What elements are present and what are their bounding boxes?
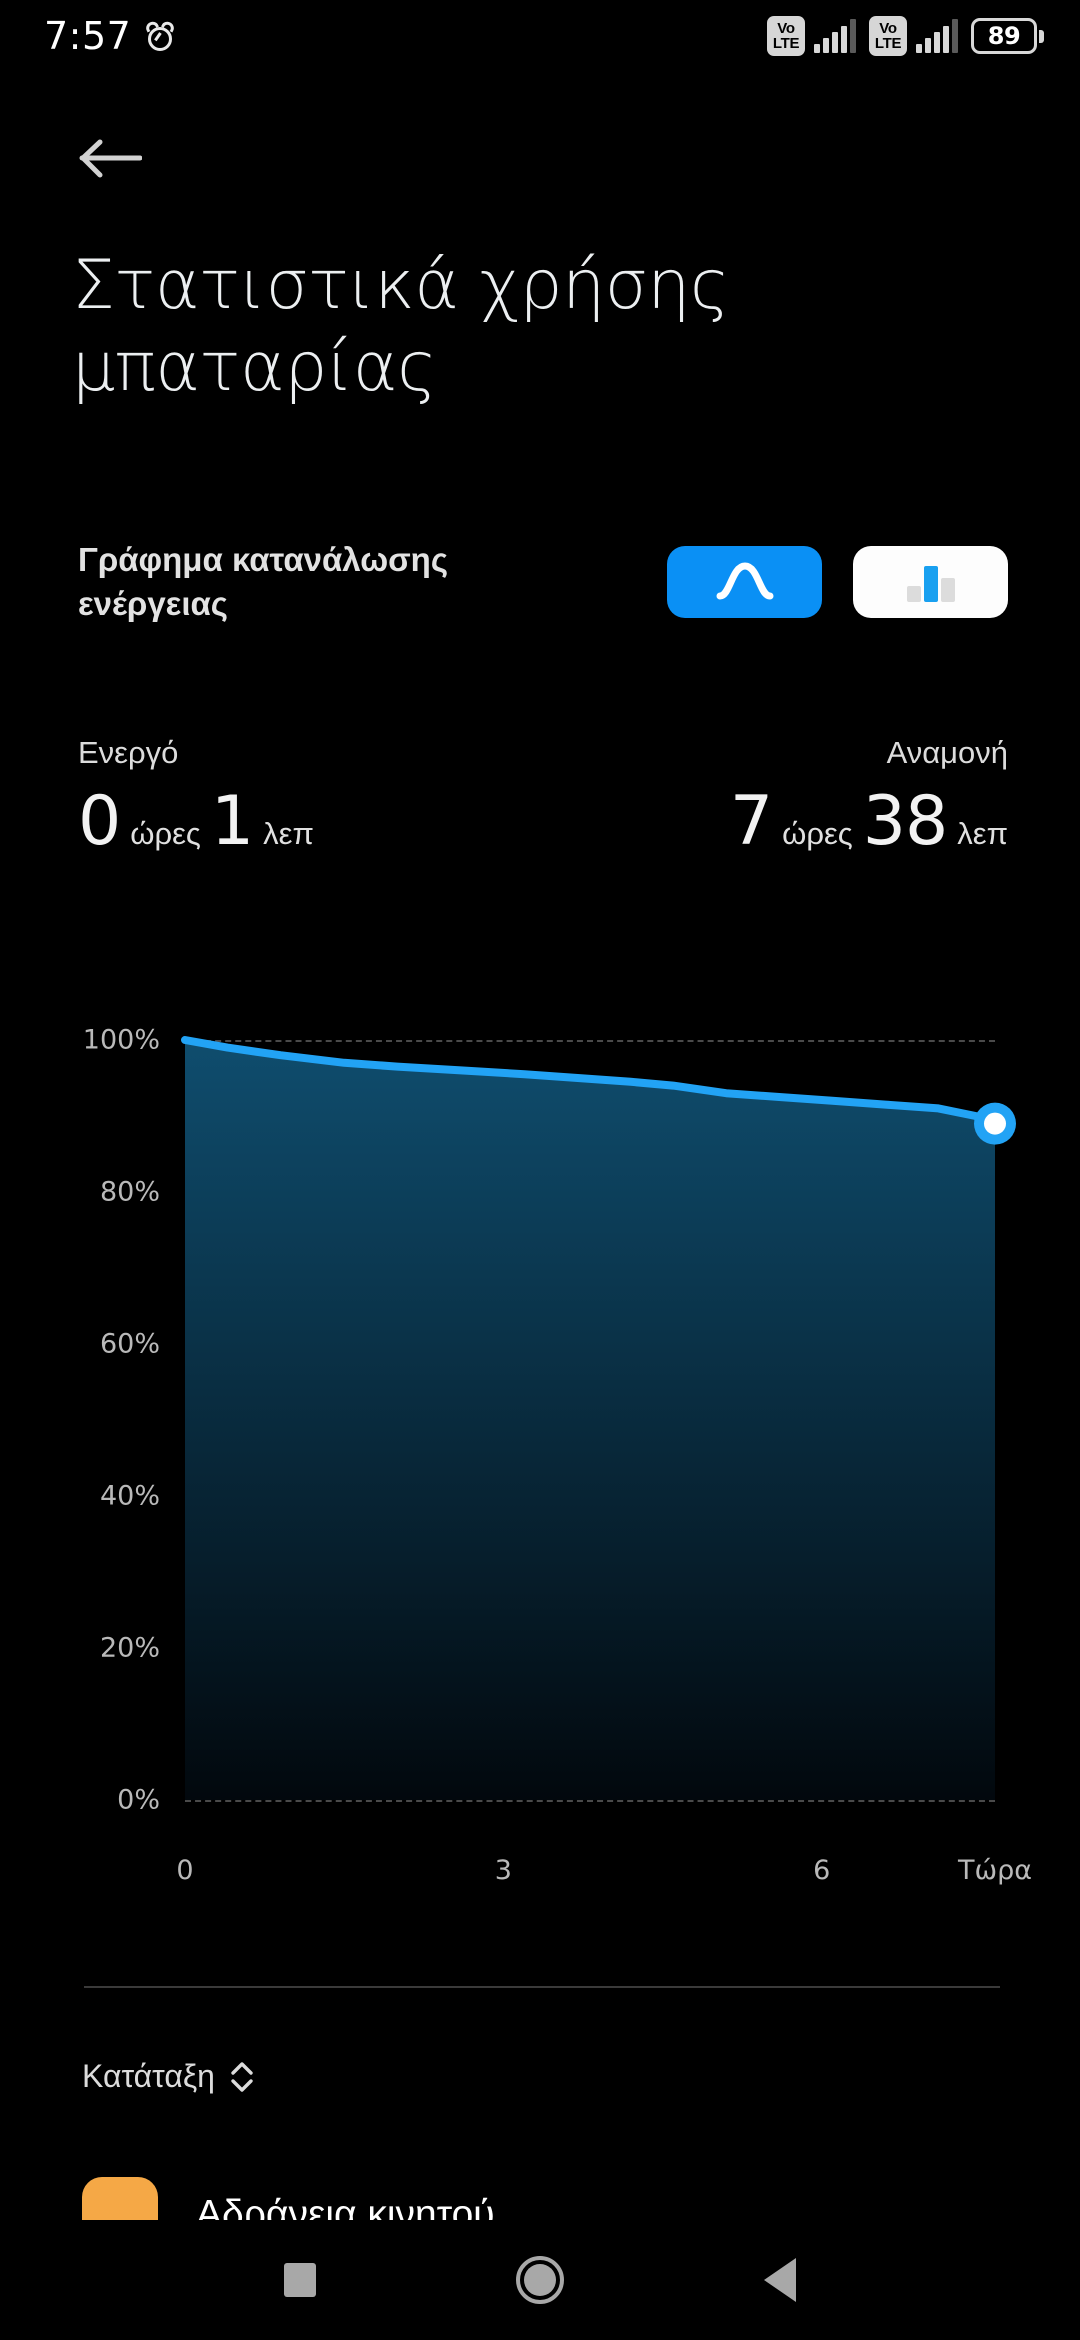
volte-label-bottom: LTE [772,35,800,52]
active-usage-value: 0 ώρες 1 λεπ [78,787,314,857]
battery-level-label: 89 [987,22,1021,50]
standby-hours-unit: ώρες [782,816,853,851]
chart-gridline [185,1496,995,1498]
bar-chart-toggle[interactable] [853,546,1008,618]
back-nav-button[interactable] [720,2220,840,2340]
chart-x-tick-label: 0 [176,1855,194,1886]
status-bar-clock: 7:57 [44,14,132,58]
active-hours-unit: ώρες [130,816,201,851]
signal-bars-icon-sim2 [916,19,958,53]
battery-icon: 89 [971,18,1044,54]
section-divider [84,1986,1000,1988]
active-usage-stat: Ενεργό 0 ώρες 1 λεπ [78,735,314,857]
chart-area-fill [185,1040,995,1800]
home-button[interactable] [480,2220,600,2340]
sort-label: Κατάταξη [82,2058,215,2094]
chart-gridline [185,1800,995,1802]
volte-icon-sim2: Vo LTE [869,16,907,56]
line-chart-toggle[interactable] [667,546,822,618]
standby-usage-stat: Αναμονή 7 ώρες 38 λεπ [730,735,1008,857]
alarm-icon [144,19,177,51]
volte-label-bottom: LTE [874,35,902,52]
chart-type-toggle-group [667,546,1008,618]
sort-control[interactable]: Κατάταξη [82,2058,255,2095]
recents-button[interactable] [240,2220,360,2340]
standby-hours-number: 7 [729,782,773,861]
status-bar-left: 7:57 [44,14,177,58]
page-title: Στατιστικά χρήσης μπαταρίας [72,246,730,407]
chart-y-tick-label: 100% [82,1024,160,1056]
volte-label-top: Vo [777,20,795,37]
chart-x-tick-label: 6 [813,1855,831,1886]
chart-gridline [185,1192,995,1194]
chart-gridline [185,1648,995,1650]
chart-y-tick-label: 40% [99,1480,160,1512]
standby-minutes-unit: λεπ [957,816,1008,851]
chart-x-tick-label: Τώρα [957,1855,1033,1886]
square-recents-icon [284,2263,316,2297]
chart-y-tick-label: 0% [117,1784,160,1816]
circle-home-icon [516,2256,564,2304]
chart-gridline [185,1040,995,1042]
status-bar-right: Vo LTE Vo LTE 89 [767,16,1044,56]
active-usage-label: Ενεργό [78,735,179,770]
sort-updown-icon [231,2061,253,2092]
chart-line [181,1036,999,1128]
back-button[interactable] [78,128,158,188]
arrow-left-icon [79,139,142,178]
usage-summary: Ενεργό 0 ώρες 1 λεπ Αναμονή 7 ώρες 38 λε… [78,735,1008,857]
line-chart-icon [716,562,773,600]
current-battery-marker-ring [974,1102,1016,1145]
chart-section-header: Γράφημα κατανάλωσης ενέργειας [78,538,1008,626]
standby-usage-value: 7 ώρες 38 λεπ [730,787,1008,857]
active-minutes-unit: λεπ [263,816,314,851]
chart-y-tick-label: 80% [99,1176,160,1208]
chart-y-tick-label: 60% [99,1328,160,1360]
standby-usage-label: Αναμονή [886,735,1008,770]
current-battery-marker [984,1112,1006,1135]
triangle-back-icon [764,2258,796,2302]
volte-label-top: Vo [879,20,897,37]
active-hours-number: 0 [78,782,121,861]
section-title: Γράφημα κατανάλωσης ενέργειας [78,541,448,622]
chart-x-tick-label: 3 [494,1855,512,1886]
volte-icon-sim1: Vo LTE [767,16,805,56]
chart-y-tick-label: 20% [99,1632,160,1664]
chart-gridline [185,1344,995,1346]
signal-bars-icon-sim1 [814,19,856,53]
system-navigation-bar [0,2220,1080,2340]
bar-chart-icon [906,566,955,602]
active-minutes-number: 1 [210,782,254,861]
standby-minutes-number: 38 [862,782,949,861]
status-bar: 7:57 Vo LTE Vo LTE 89 [0,0,1080,72]
